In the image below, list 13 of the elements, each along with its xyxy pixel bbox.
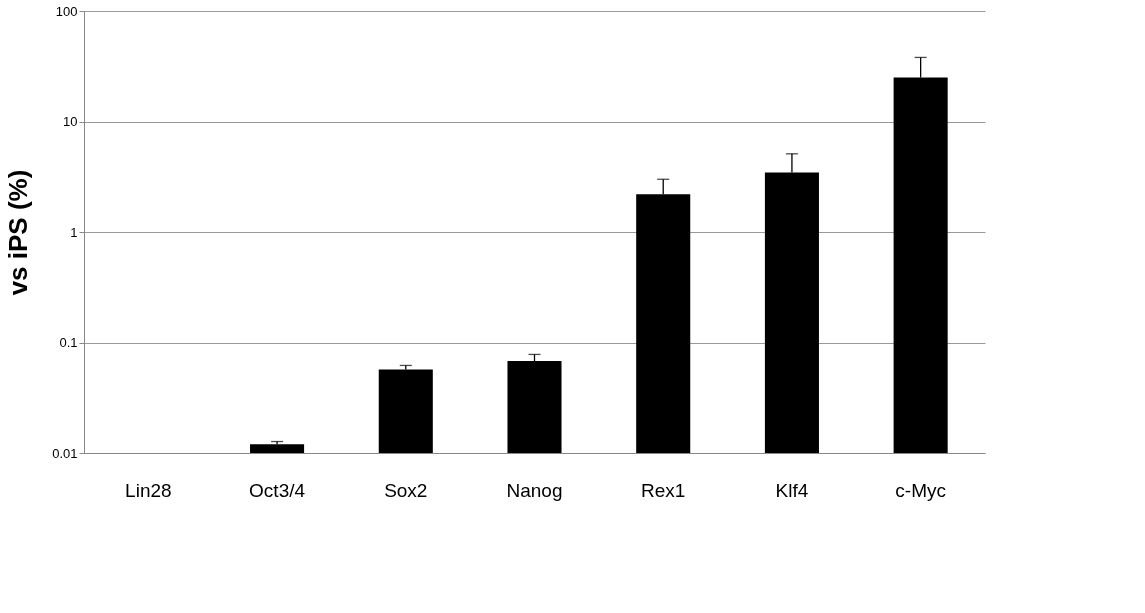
y-axis-title: vs iPS (%) [3, 169, 34, 296]
x-tick-label: Rex1 [641, 479, 686, 501]
y-tick-label: 1 [70, 224, 78, 240]
x-tick-label: Oct3/4 [249, 479, 306, 501]
x-tick-label: Klf4 [775, 479, 809, 501]
x-tick-label: Lin28 [125, 479, 172, 501]
x-tick-label: Nanog [506, 479, 563, 501]
x-tick-label: c-Myc [895, 479, 946, 501]
y-tick-label: 100 [55, 3, 78, 19]
y-tick-label: 0.1 [59, 335, 78, 350]
y-tick-label: 10 [63, 114, 78, 129]
y-tick-label: 0.01 [52, 445, 78, 461]
x-tick-label: Sox2 [384, 479, 428, 501]
